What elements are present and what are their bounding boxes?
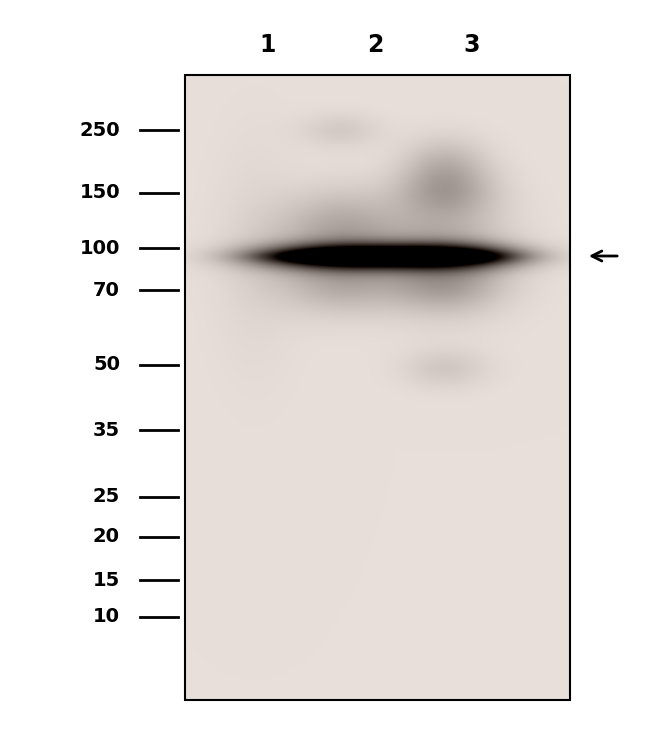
Text: 100: 100 [79,239,120,258]
Text: 25: 25 [93,488,120,507]
Text: 50: 50 [93,356,120,375]
Text: 3: 3 [463,33,480,57]
Text: 70: 70 [93,280,120,299]
Text: 15: 15 [93,570,120,589]
Text: 150: 150 [79,184,120,203]
Text: 35: 35 [93,420,120,439]
Text: 2: 2 [367,33,384,57]
Text: 10: 10 [93,608,120,627]
Text: 250: 250 [79,121,120,140]
Text: 20: 20 [93,528,120,547]
Bar [185,75,570,700]
Text: 1: 1 [260,33,276,57]
